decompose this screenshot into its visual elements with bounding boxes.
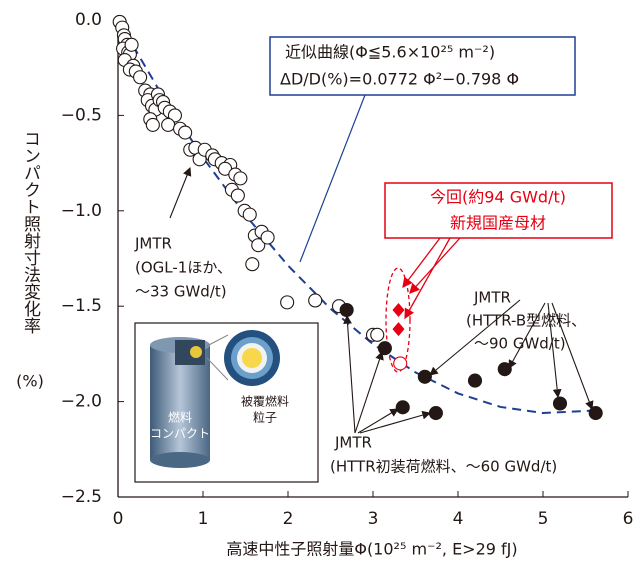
x-tick-label: 2: [283, 509, 294, 529]
data-point: [371, 328, 384, 341]
inset-label: 粒子: [253, 410, 277, 425]
new-ellipse: [386, 268, 410, 372]
data-point: [281, 296, 294, 309]
data-point: [378, 342, 391, 355]
data-point: [394, 357, 407, 370]
data-point: [393, 303, 405, 317]
data-point: [125, 38, 138, 51]
inset-label: コンパクト: [150, 427, 210, 441]
x-tick-label: 5: [538, 509, 549, 529]
data-point: [498, 363, 511, 376]
httr-init-annotation: (HTTR初装荷燃料、〜60 GWd/t): [330, 458, 557, 476]
y-tick-label: −2.5: [61, 487, 102, 507]
x-tick-label: 0: [113, 509, 124, 529]
new-annotation: 今回(約94 GWd/t): [430, 188, 566, 207]
ogl-annotation: (OGL-1ほか、: [135, 259, 232, 277]
data-point: [589, 407, 602, 420]
data-point: [309, 294, 322, 307]
data-point: [261, 231, 274, 244]
data-point: [243, 208, 256, 221]
x-tick-label: 6: [623, 509, 634, 529]
y-tick-label: 0.0: [75, 10, 102, 30]
chart: 燃料 コンパクト 被覆燃料 粒子 近似曲線(Φ≦5.6×10²⁵ m⁻²) ΔD…: [0, 0, 635, 563]
inset-label: 燃料: [168, 410, 192, 425]
fit-pointer: [300, 95, 365, 262]
httr-b-annotation: 〜90 GWd/t): [474, 335, 566, 353]
data-point: [134, 71, 147, 84]
ogl-annotation: JMTR: [134, 235, 172, 253]
data-point: [418, 370, 431, 383]
y-tick-label: −1.5: [61, 296, 102, 316]
data-point: [234, 172, 247, 185]
data-point: [162, 118, 175, 131]
data-point: [246, 258, 259, 271]
x-tick-label: 3: [368, 509, 379, 529]
x-axis-label: 高速中性子照射量Φ(10²⁵ m⁻², E>29 fJ): [226, 540, 517, 559]
data-point: [146, 118, 159, 131]
ogl-annotation: 〜33 GWd/t): [135, 283, 227, 301]
data-point: [396, 401, 409, 414]
y-tick-label: −1.0: [61, 201, 102, 221]
y-tick-label: −0.5: [61, 105, 102, 125]
fit-annotation: ΔD/D(%)=0.0772 Φ²−0.798 Φ: [280, 70, 519, 89]
new-arrows: [403, 238, 460, 318]
data-point: [429, 407, 442, 420]
data-point: [179, 126, 192, 139]
data-point: [340, 304, 353, 317]
x-tick-label: 4: [453, 509, 464, 529]
y-axis-label: コンパクト照射寸法変化率: [20, 130, 41, 334]
httr-init-annotation: JMTR: [334, 434, 372, 452]
data-point: [469, 374, 482, 387]
data-point: [231, 189, 244, 202]
data-point: [393, 322, 405, 336]
new-annotation: 新規国産母材: [450, 214, 546, 233]
data-point: [554, 397, 567, 410]
fit-annotation: 近似曲線(Φ≦5.6×10²⁵ m⁻²): [285, 43, 495, 62]
inset-label: 被覆燃料: [241, 394, 289, 409]
y-tick-label: −2.0: [61, 392, 102, 412]
httr-b-annotation: (HTTR-B型燃料、: [466, 312, 586, 330]
httr-b-annotation: JMTR: [473, 289, 511, 307]
y-axis-unit: (%): [16, 372, 44, 391]
x-tick-label: 1: [198, 509, 209, 529]
